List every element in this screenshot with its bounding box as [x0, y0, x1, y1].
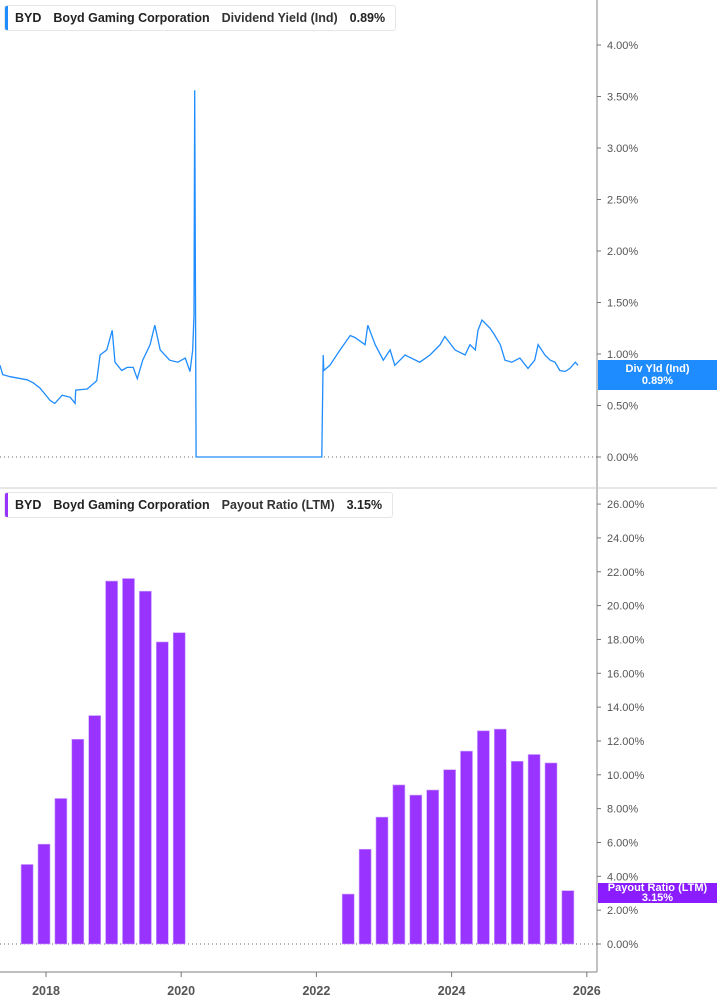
- payout-bar: [561, 890, 575, 945]
- y-tick-label: 2.00%: [607, 905, 638, 917]
- top-legend-metric: Dividend Yield (Ind): [221, 11, 338, 25]
- payout-bar: [105, 580, 118, 945]
- payout-ratio-tag-value: 3.15%: [641, 892, 674, 904]
- x-tick-label: 2020: [167, 984, 195, 998]
- top-legend-company: Boyd Gaming Corporation: [53, 11, 210, 25]
- y-tick-label: 6.00%: [607, 837, 638, 849]
- payout-bar: [544, 762, 558, 945]
- bottom-legend-ticker: BYD: [15, 498, 42, 512]
- y-tick-label: 10.00%: [607, 770, 645, 782]
- top-legend: BYD Boyd Gaming Corporation Dividend Yie…: [4, 5, 397, 31]
- payout-bar: [172, 632, 186, 945]
- payout-bar: [37, 843, 51, 945]
- y-tick-label: 12.00%: [607, 736, 645, 748]
- payout-bar: [443, 769, 456, 945]
- top-legend-color: [5, 6, 8, 30]
- top-legend-value: 0.89%: [349, 11, 386, 25]
- payout-bar: [341, 893, 355, 945]
- bottom-legend-company: Boyd Gaming Corporation: [53, 498, 210, 512]
- payout-bar: [139, 590, 152, 945]
- payout-bar: [493, 728, 507, 945]
- div-yield-tag: Div Yld (Ind) 0.89%: [598, 360, 717, 390]
- dividend-yield-line: [0, 90, 579, 458]
- bottom-legend-color: [5, 493, 8, 517]
- payout-bar: [71, 738, 85, 945]
- payout-ratio-tag: Payout Ratio (LTM) 3.15%: [598, 882, 717, 904]
- y-tick-label: 1.50%: [607, 298, 638, 310]
- payout-bar: [375, 816, 389, 945]
- payout-bar: [392, 784, 406, 945]
- y-tick-label: 3.00%: [607, 143, 638, 155]
- payout-bar: [358, 848, 372, 945]
- x-tick-label: 2022: [302, 984, 330, 998]
- y-tick-label: 8.00%: [607, 804, 638, 816]
- payout-bar: [54, 798, 68, 945]
- payout-bar: [156, 641, 169, 945]
- div-yield-tag-value: 0.89%: [641, 375, 674, 387]
- y-tick-label: 22.00%: [607, 567, 645, 579]
- y-tick-label: 4.00%: [607, 40, 638, 52]
- payout-bar: [88, 715, 101, 945]
- y-tick-label: 1.00%: [607, 349, 638, 361]
- x-tick-label: 2026: [573, 984, 601, 998]
- x-tick-label: 2018: [32, 984, 60, 998]
- payout-bar: [527, 754, 541, 945]
- y-tick-label: 2.50%: [607, 195, 638, 207]
- y-tick-label: 4.00%: [607, 871, 638, 883]
- payout-bar: [426, 789, 440, 945]
- y-tick-label: 0.00%: [607, 452, 638, 464]
- bottom-legend: BYD Boyd Gaming Corporation Payout Ratio…: [4, 492, 394, 518]
- div-yield-tag-label: Div Yld (Ind): [625, 363, 690, 375]
- y-tick-label: 0.00%: [607, 939, 638, 951]
- y-tick-label: 20.00%: [607, 601, 645, 613]
- y-tick-label: 0.50%: [607, 401, 638, 413]
- y-tick-label: 26.00%: [607, 499, 645, 511]
- y-tick-label: 16.00%: [607, 668, 645, 680]
- payout-bar: [20, 864, 34, 945]
- payout-bar: [122, 578, 135, 945]
- payout-bar: [460, 750, 473, 945]
- bottom-legend-value: 3.15%: [346, 498, 383, 512]
- y-tick-label: 14.00%: [607, 702, 645, 714]
- y-tick-label: 18.00%: [607, 634, 645, 646]
- y-tick-label: 24.00%: [607, 533, 645, 545]
- y-tick-label: 3.50%: [607, 92, 638, 104]
- payout-bar: [477, 730, 490, 945]
- payout-bar: [409, 794, 423, 945]
- x-tick-label: 2024: [438, 984, 466, 998]
- bottom-legend-metric: Payout Ratio (LTM): [221, 498, 335, 512]
- payout-ratio-tag-label: Payout Ratio (LTM): [607, 882, 708, 894]
- payout-bar: [510, 760, 524, 945]
- y-tick-label: 2.00%: [607, 246, 638, 258]
- top-legend-ticker: BYD: [15, 11, 42, 25]
